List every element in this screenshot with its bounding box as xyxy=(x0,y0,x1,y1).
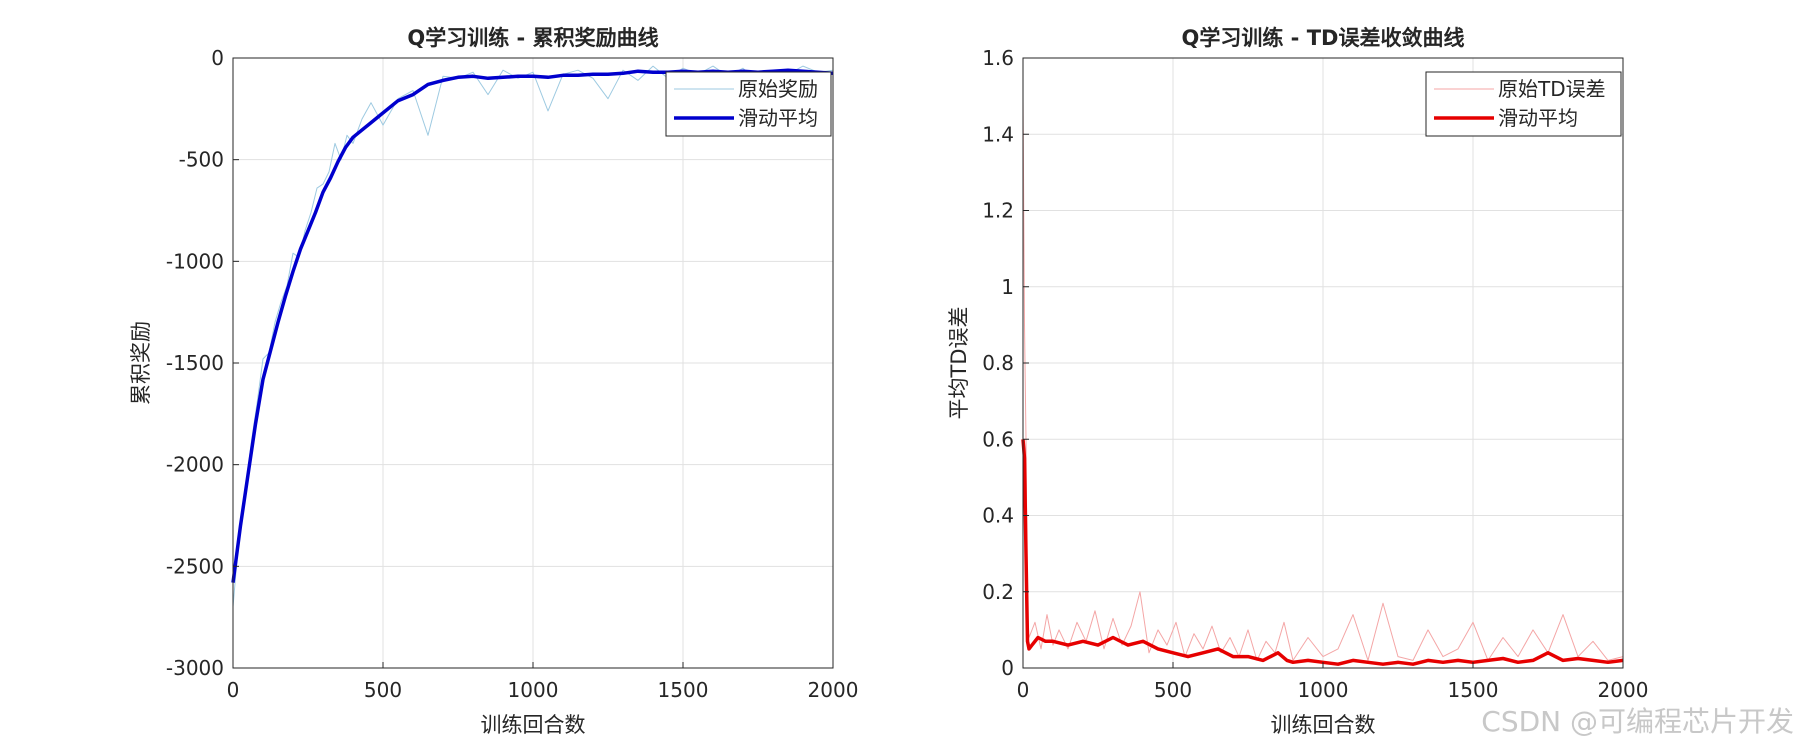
td-y-tick-label: 0.8 xyxy=(982,351,1014,375)
td-y-tick-label: 0.2 xyxy=(982,580,1014,604)
watermark-text: CSDN @可编程芯片开发 xyxy=(1481,705,1794,738)
td-y-tick-label: 1 xyxy=(1001,275,1014,299)
td-series-line-1 xyxy=(1021,439,1624,666)
td-legend-label-0: 原始TD误差 xyxy=(1498,77,1606,101)
td-series-line-0 xyxy=(1022,96,1624,661)
reward-y-tick-label: -3000 xyxy=(166,656,224,680)
reward-x-tick-label: 0 xyxy=(227,678,240,702)
td-y-tick-label: 0.6 xyxy=(982,427,1014,451)
td-error-chart: 0 500 1000 1500 200000.20.40.60.811.21.41.6 … xyxy=(947,26,1648,737)
td-legend-label-1: 滑动平均 xyxy=(1498,106,1578,130)
reward-x-axis-label: 训练回合数 xyxy=(481,713,586,737)
td-y-tick-label: 1.6 xyxy=(982,46,1014,70)
reward-y-tick-label: -2500 xyxy=(166,554,224,578)
reward-y-tick-label: 0 xyxy=(211,46,224,70)
reward-y-tick-label: -1500 xyxy=(166,351,224,375)
td-x-tick-label: 1000 xyxy=(1298,678,1349,702)
reward-chart-title: Q学习训练 - 累积奖励曲线 xyxy=(407,26,658,50)
reward-y-tick-label: -2000 xyxy=(166,453,224,477)
reward-ticks: 0 500 1000 1500 2000 -3000 -2500 -2000 -1500 -100… xyxy=(166,46,859,702)
td-x-tick-label: 2000 xyxy=(1598,678,1649,702)
td-y-tick-label: 0 xyxy=(1001,656,1014,680)
reward-x-tick-label: 1000 xyxy=(508,678,559,702)
td-ticks: 0 500 1000 1500 2000 0 0.2 0.4 0.6 0.8 1 1.2 1.4 1.6 xyxy=(982,46,1648,702)
td-series xyxy=(1021,96,1624,666)
reward-legend-label-0: 原始奖励 xyxy=(738,77,818,101)
td-y-axis-label: 平均TD误差 xyxy=(947,307,971,420)
reward-grid xyxy=(232,57,834,669)
td-x-tick-label: 1500 xyxy=(1448,678,1499,702)
td-legend-box xyxy=(1425,71,1622,137)
reward-x-tick-label: 1500 xyxy=(658,678,709,702)
td-chart-title: Q学习训练 - TD误差收敛曲线 xyxy=(1182,26,1465,50)
reward-x-tick-label: 2000 xyxy=(808,678,859,702)
reward-x-tick-label: 500 xyxy=(364,678,402,702)
td-y-tick-label: 1.2 xyxy=(982,199,1014,223)
td-x-tick-label: 0 xyxy=(1017,678,1030,702)
td-y-tick-label: 0.4 xyxy=(982,504,1014,528)
reward-legend-label-1: 滑动平均 xyxy=(738,106,818,130)
td-y-tick-label: 1.4 xyxy=(982,122,1014,146)
reward-series-line-1 xyxy=(231,68,834,583)
td-x-axis-label: 训练回合数 xyxy=(1271,713,1376,737)
reward-chart: 0 500 1000 1500 2000 -3000 -2500 -2000 -1500 -100… xyxy=(129,26,858,737)
reward-y-axis-label: 累积奖励 xyxy=(129,321,153,405)
td-x-tick-label: 500 xyxy=(1154,678,1192,702)
reward-legend-box xyxy=(665,71,832,137)
reward-y-tick-label: -500 xyxy=(179,148,224,172)
reward-y-tick-label: -1000 xyxy=(166,249,224,273)
